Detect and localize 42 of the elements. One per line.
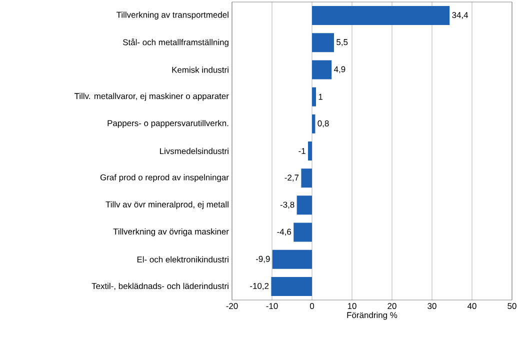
data-label: -9,9 xyxy=(256,256,270,263)
bar xyxy=(312,33,334,52)
data-label: 1 xyxy=(318,94,322,100)
x-tick-label: 10 xyxy=(348,303,356,310)
x-tick-label: 30 xyxy=(428,303,436,310)
y-tick-label: Livsmedelsindustri xyxy=(160,148,228,154)
data-label: -4,6 xyxy=(277,228,292,236)
x-tick-label: 50 xyxy=(508,303,516,310)
bar xyxy=(301,168,312,188)
y-tick-label: Pappers- o pappersvarutillverkn. xyxy=(108,120,228,128)
bar xyxy=(296,196,312,215)
bar xyxy=(272,250,312,269)
data-label: 34,4 xyxy=(452,12,468,20)
data-label: -1 xyxy=(298,148,306,154)
data-label: -2,7 xyxy=(284,174,299,182)
y-tick-label: Textil-, beklädnads- och läderindustri xyxy=(92,282,228,290)
x-tick-label: 0 xyxy=(310,303,314,310)
x-tick-label: 20 xyxy=(388,303,396,310)
bar xyxy=(312,60,332,80)
y-tick-label: Tillv. metallvaror, ej maskiner o apparater xyxy=(74,92,229,101)
data-label: 5,5 xyxy=(336,39,348,46)
y-tick-label: Tillverkning av övriga maskiner xyxy=(113,228,229,236)
y-tick-label: Tillv av övr mineralprod, ej metall xyxy=(106,201,228,210)
bar xyxy=(312,87,316,106)
x-tick-label: 40 xyxy=(467,303,476,310)
y-tick-label: Stål- och metallframställning xyxy=(123,38,228,47)
bar xyxy=(271,276,312,296)
bar xyxy=(308,142,312,161)
bar xyxy=(312,6,450,26)
data-label: -10,2 xyxy=(250,282,269,290)
y-tick-label: Kemisk industri xyxy=(172,66,228,73)
data-label: 4,9 xyxy=(334,66,346,74)
x-tick-label: -20 xyxy=(226,303,238,310)
y-tick-label: El- och elektronikindustri xyxy=(137,256,228,262)
bar xyxy=(312,114,316,134)
bar xyxy=(294,222,312,242)
x-tick-label: -10 xyxy=(266,303,278,310)
x-axis-title: Förändring % xyxy=(347,312,398,320)
y-tick-label: Graf prod o reprod av inspelningar xyxy=(100,174,229,182)
data-label: 0,8 xyxy=(318,120,329,128)
data-label: -3,8 xyxy=(280,202,294,209)
y-tick-label: Tillverkning av transportmedel xyxy=(116,12,228,20)
